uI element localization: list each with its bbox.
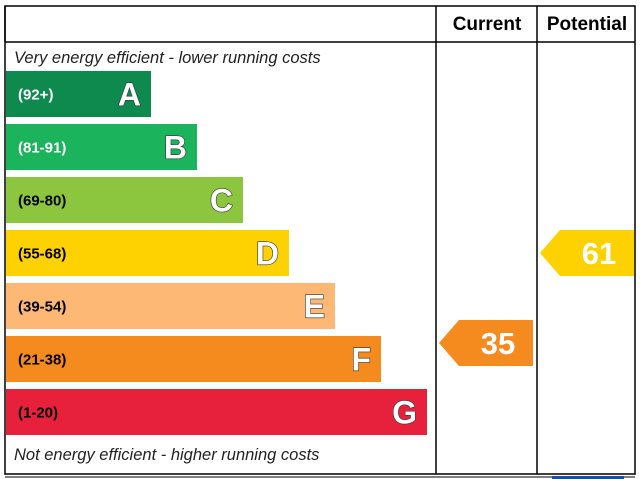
chart-frame [4, 5, 636, 475]
band-d-bar [6, 230, 289, 276]
bottom-note: Not energy efficient - higher running co… [14, 446, 319, 464]
band-f-range: (21-38) [18, 352, 66, 369]
band-g-range: (1-20) [18, 405, 58, 422]
band-g-bar [6, 389, 427, 435]
band-c-bar [6, 177, 243, 223]
top-note: Very energy efficient - lower running co… [14, 49, 321, 67]
current-header: Current [453, 14, 522, 35]
band-e-range: (39-54) [18, 299, 66, 316]
band-g-letter: G [392, 395, 417, 431]
band-d-range: (55-68) [18, 246, 66, 263]
potential-rating-value: 61 [582, 236, 616, 271]
current-rating-arrow [439, 320, 533, 366]
band-e-bar [6, 283, 335, 329]
band-f-letter: F [351, 342, 371, 378]
band-a-bar [6, 71, 151, 117]
potential-header: Potential [547, 14, 627, 35]
potential-rating-arrow [540, 230, 634, 276]
current-rating-value: 35 [481, 326, 515, 361]
bottom-blue-mark [552, 476, 624, 479]
band-b-bar [6, 124, 197, 170]
band-b-letter: B [164, 130, 187, 166]
band-a-range: (92+) [18, 87, 53, 104]
band-f-bar [6, 336, 381, 382]
band-c-range: (69-80) [18, 193, 66, 210]
band-d-letter: D [256, 236, 279, 272]
band-a-letter: A [118, 77, 141, 113]
rating-arrows: 35 61 [439, 230, 634, 366]
band-b-range: (81-91) [18, 140, 66, 157]
band-e-letter: E [304, 289, 325, 325]
rating-bands: (92+) A (81-91) B (69-80) C (55-68) D (39-54) E (2… [6, 71, 427, 435]
band-c-letter: C [210, 183, 233, 219]
